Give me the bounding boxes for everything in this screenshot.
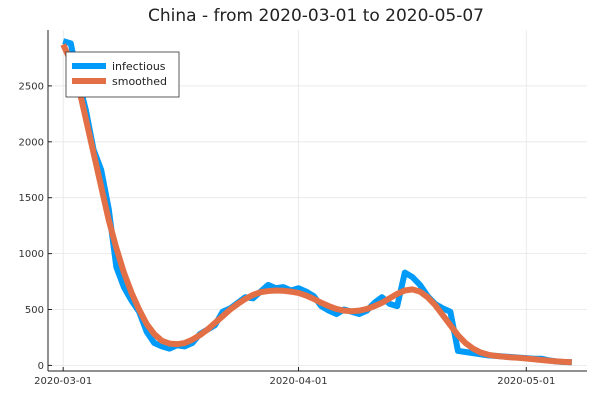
legend-box — [65, 51, 180, 98]
y-tick-label: 1500 — [19, 193, 44, 204]
y-tick-label: 0 — [38, 361, 44, 372]
y-tick-label: 2500 — [19, 81, 44, 92]
chart-title: China - from 2020-03-01 to 2020-05-07 — [148, 6, 484, 26]
y-tick-label: 500 — [25, 305, 44, 316]
legend: infectious smoothed — [65, 51, 180, 98]
infectious-legend-label: infectious — [112, 60, 166, 73]
x-tick-label: 2020-03-01 — [34, 376, 92, 387]
x-tick-label: 2020-04-01 — [269, 376, 327, 387]
smoothed-legend-label: smoothed — [112, 75, 167, 88]
series-lines — [60, 38, 572, 366]
smoothed-series-line — [60, 43, 572, 366]
x-tick-label: 2020-05-01 — [497, 376, 555, 387]
y-tick-label: 2000 — [19, 137, 44, 148]
grid — [48, 30, 587, 371]
axes: 0 500 1000 1500 2000 2500 2020-03-01 2020-04-01… — [19, 30, 587, 387]
y-tick-label: 1000 — [19, 249, 44, 260]
